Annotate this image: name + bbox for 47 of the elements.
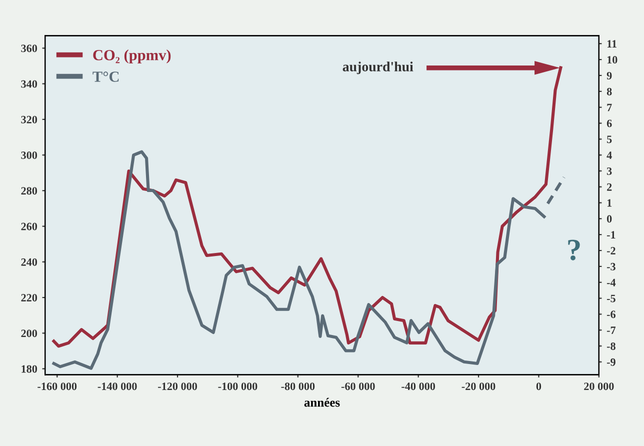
y-tick-label: 360: [21, 44, 38, 52]
y2-tick-label: 2: [607, 183, 612, 191]
y2-tick-label: 10: [607, 56, 618, 64]
y2-tick-label: -3: [606, 262, 616, 270]
y2-tick-label: -5: [606, 294, 616, 302]
x-tick-label: -120 000: [158, 382, 197, 390]
y2-tick-label: 9: [606, 72, 612, 80]
annotation: ?: [568, 240, 580, 260]
y2-tick-label: -7: [606, 326, 616, 334]
x-tick-label: -80 000: [281, 382, 315, 390]
y-tick-label: 300: [21, 151, 38, 159]
x-tick-label: -40 000: [402, 382, 436, 390]
y-tick-label: 320: [21, 116, 38, 124]
y2-tick-label: -2: [606, 247, 616, 254]
legend-label: CO₂ (ppmv): [93, 50, 171, 64]
y2-tick-label: -1: [606, 231, 616, 238]
y2-tick-label: 7: [607, 104, 612, 112]
annotation: aujourd'hui: [342, 62, 414, 74]
y-tick-label: 220: [21, 294, 38, 302]
y-tick-label: 260: [21, 222, 38, 230]
y2-tick-label: 11: [607, 40, 616, 48]
y2-tick-label: 3: [606, 167, 612, 175]
y2-tick-label: -4: [606, 278, 616, 286]
x-tick-label: -60 000: [341, 382, 375, 390]
legend-label: T°C: [92, 72, 119, 82]
y2-tick-label: 4: [606, 152, 612, 159]
y2-tick-label: 0: [606, 215, 612, 223]
y-tick-label: 240: [21, 258, 38, 266]
x-tick-label: 20 000: [584, 382, 614, 390]
x-tick-label: -160 000: [38, 382, 77, 390]
line-series: [52, 150, 546, 370]
x-tick-label: -100 000: [218, 382, 258, 390]
x-tick-label: 0: [536, 382, 542, 390]
y2-tick-label: 6: [606, 120, 612, 128]
y2-tick-label: -8: [606, 342, 616, 350]
y2-tick-label: -6: [606, 310, 616, 318]
y-tick-label: 280: [21, 187, 38, 195]
x-tick-label: -20 000: [462, 382, 496, 390]
y2-tick-label: 8: [606, 88, 612, 96]
y2-tick-label: -9: [606, 358, 616, 366]
x-tick-label: -140 000: [98, 382, 137, 390]
y2-tick-label: 5: [607, 136, 612, 144]
x-axis-title: années: [304, 398, 340, 407]
y2-tick-label: 1: [607, 199, 612, 207]
y-tick-label: 200: [21, 330, 38, 338]
y-tick-label: 180: [22, 365, 38, 373]
y-tick-label: 340: [21, 80, 38, 88]
